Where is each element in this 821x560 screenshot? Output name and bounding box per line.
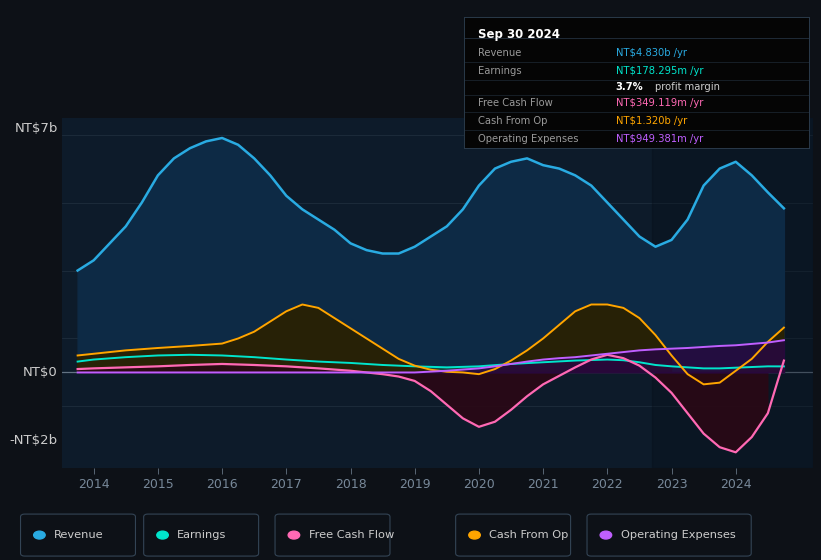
Text: Cash From Op: Cash From Op [478,116,547,126]
Text: NT$949.381m /yr: NT$949.381m /yr [616,133,703,143]
Text: NT$4.830b /yr: NT$4.830b /yr [616,48,686,58]
Text: Free Cash Flow: Free Cash Flow [478,98,553,108]
Text: Operating Expenses: Operating Expenses [478,133,578,143]
Text: Revenue: Revenue [54,530,103,540]
Bar [652,118,813,468]
Text: NT$0: NT$0 [23,366,57,379]
Text: Operating Expenses: Operating Expenses [621,530,736,540]
Text: NT$7b: NT$7b [15,122,57,134]
Text: NT$178.295m /yr: NT$178.295m /yr [616,67,703,76]
Text: Earnings: Earnings [478,67,521,76]
Text: Revenue: Revenue [478,48,521,58]
Text: -NT$2b: -NT$2b [10,434,57,447]
Text: Sep 30 2024: Sep 30 2024 [478,28,560,41]
Text: Cash From Op: Cash From Op [489,530,569,540]
Text: NT$349.119m /yr: NT$349.119m /yr [616,98,703,108]
Text: Free Cash Flow: Free Cash Flow [309,530,394,540]
Text: profit margin: profit margin [655,82,720,91]
Text: Earnings: Earnings [177,530,227,540]
Text: NT$1.320b /yr: NT$1.320b /yr [616,116,687,126]
Text: 3.7%: 3.7% [616,82,644,91]
